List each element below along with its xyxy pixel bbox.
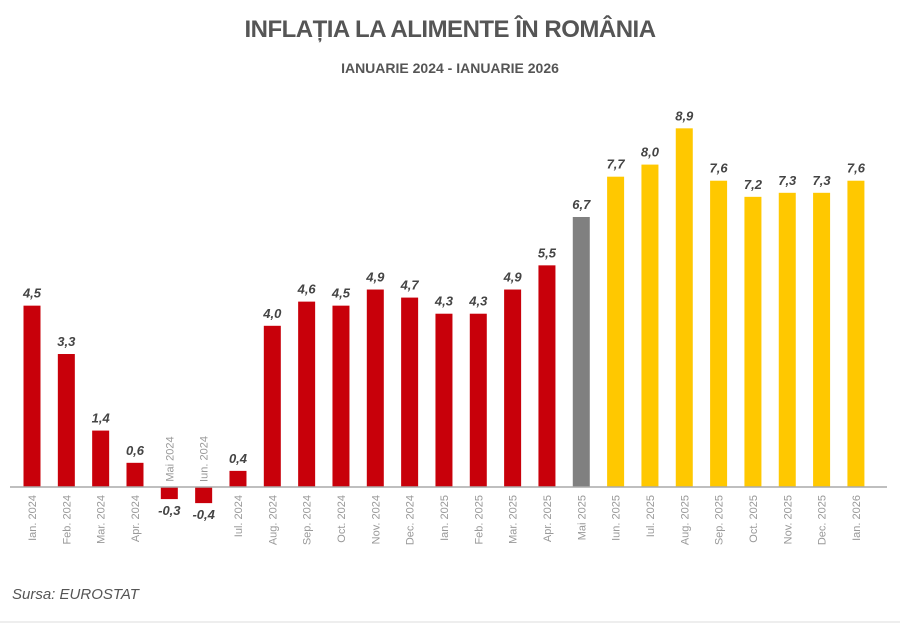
bar <box>263 325 281 487</box>
data-label: 4,6 <box>297 282 317 297</box>
data-label: 7,6 <box>847 161 866 176</box>
bar <box>675 128 693 487</box>
x-tick-label: Oct. 2024 <box>336 495 348 543</box>
x-tick-label: Mai 2025 <box>576 495 588 540</box>
data-label: 0,6 <box>126 443 145 458</box>
x-tick-label: Mar. 2025 <box>508 495 520 544</box>
x-tick-label: Iul. 2025 <box>645 495 657 537</box>
x-tick-label: Apr. 2024 <box>130 495 142 542</box>
x-tick-label: Iun. 2024 <box>199 436 211 482</box>
data-label: 3,3 <box>57 334 76 349</box>
x-tick-label: Sep. 2025 <box>714 495 726 545</box>
bar <box>469 313 487 487</box>
bar <box>126 462 144 487</box>
chart-subtitle: IANUARIE 2024 - IANUARIE 2026 <box>341 60 559 76</box>
bar <box>92 430 110 487</box>
bar <box>538 265 556 487</box>
bar <box>607 176 625 487</box>
x-tick-label: Aug. 2024 <box>267 495 279 545</box>
bar <box>401 297 419 487</box>
bar <box>57 354 75 487</box>
x-tick-label: Nov. 2024 <box>370 495 382 544</box>
divider <box>0 621 900 623</box>
x-tick-label: Nov. 2025 <box>782 495 794 544</box>
bar <box>572 216 590 488</box>
data-label: 4,9 <box>365 270 385 285</box>
data-label: 7,7 <box>607 157 626 172</box>
bar <box>778 192 796 487</box>
x-tick-label: Ian. 2024 <box>27 495 39 541</box>
x-tick-label: Dec. 2024 <box>405 495 417 545</box>
x-tick-label: Feb. 2025 <box>473 495 485 545</box>
data-label: 7,3 <box>778 173 797 188</box>
data-label: 7,3 <box>813 173 832 188</box>
data-label: 7,6 <box>710 161 729 176</box>
data-label: 0,4 <box>229 451 248 466</box>
data-label: 4,0 <box>262 306 282 321</box>
x-tick-label: Feb. 2024 <box>61 495 73 545</box>
data-label: -0,4 <box>192 507 215 522</box>
x-tick-label: Iun. 2025 <box>611 495 623 541</box>
bar <box>195 487 213 504</box>
bar <box>298 301 316 487</box>
data-label: 1,4 <box>92 411 111 426</box>
x-tick-label: Ian. 2026 <box>851 495 863 541</box>
bar <box>332 305 350 487</box>
bar <box>435 313 453 487</box>
data-label: 8,9 <box>675 108 694 123</box>
bar <box>229 470 247 487</box>
data-label: 7,2 <box>744 177 763 192</box>
data-label: 4,9 <box>503 270 523 285</box>
bar <box>23 305 41 487</box>
data-label: 4,3 <box>468 294 488 309</box>
data-label: 6,7 <box>572 197 591 212</box>
bar <box>847 180 865 487</box>
bar <box>710 180 728 487</box>
bar <box>160 487 178 500</box>
data-label: 4,7 <box>400 278 420 293</box>
data-label: 5,5 <box>538 245 557 260</box>
x-tick-label: Mai 2024 <box>164 436 176 481</box>
x-tick-label: Sep. 2024 <box>302 495 314 545</box>
bar <box>504 289 522 487</box>
source-note: Sursa: EUROSTAT <box>12 586 139 603</box>
data-label: 8,0 <box>641 145 660 160</box>
bar <box>813 192 831 487</box>
data-label: -0,3 <box>158 503 181 518</box>
x-tick-label: Dec. 2025 <box>817 495 829 545</box>
x-tick-label: Oct. 2025 <box>748 495 760 543</box>
data-label: 4,5 <box>331 286 351 301</box>
data-label: 4,3 <box>434 294 454 309</box>
x-tick-label: Ian. 2025 <box>439 495 451 541</box>
x-tick-label: Iul. 2024 <box>233 495 245 537</box>
bar <box>641 164 659 487</box>
bar <box>744 196 762 487</box>
chart-title: INFLAȚIA LA ALIMENTE ÎN ROMÂNIA <box>244 16 656 43</box>
data-label: 4,5 <box>22 286 42 301</box>
x-tick-label: Mar. 2024 <box>96 495 108 544</box>
x-tick-label: Apr. 2025 <box>542 495 554 542</box>
x-tick-label: Aug. 2025 <box>679 495 691 545</box>
bar <box>366 289 384 487</box>
